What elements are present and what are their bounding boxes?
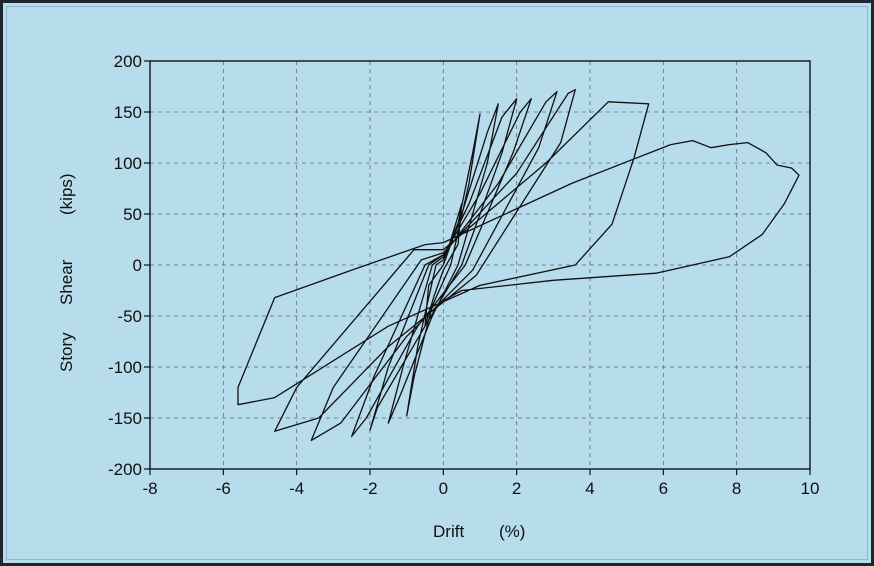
x-tick-label: 4: [585, 479, 594, 498]
hysteresis-curves: [237, 88, 800, 442]
x-tick-label: 10: [801, 479, 820, 498]
y-tick-label: 200: [114, 52, 142, 71]
y-tick-labels: 200 150 100 50 0 -50 -100 -150 -200: [108, 52, 142, 479]
x-tick-label: -8: [142, 479, 157, 498]
y-axis-title-story: Story: [57, 332, 76, 372]
y-tick-label: -200: [108, 460, 142, 479]
y-tick-label: -150: [108, 409, 142, 428]
x-tick-label: 0: [439, 479, 448, 498]
grid-lines: [150, 61, 810, 469]
x-axis-title-drift: Drift: [433, 522, 464, 541]
y-tick-label: 50: [123, 205, 142, 224]
axis-ticks: [144, 60, 811, 475]
y-axis-title-shear: Shear: [57, 259, 76, 305]
x-tick-label: -6: [216, 479, 231, 498]
y-tick-label: 150: [114, 103, 142, 122]
y-axis-title-unit: (kips): [57, 173, 76, 215]
x-tick-label: 2: [512, 479, 521, 498]
y-tick-label: 100: [114, 154, 142, 173]
x-tick-label: 6: [659, 479, 668, 498]
x-tick-label: -2: [362, 479, 377, 498]
x-axis-title-unit: (%): [499, 522, 525, 541]
y-tick-label: 0: [133, 256, 142, 275]
hysteresis-series-line: [237, 88, 800, 442]
x-tick-label: 8: [732, 479, 741, 498]
y-tick-label: -100: [108, 358, 142, 377]
y-tick-label: -50: [117, 307, 142, 326]
chart-frame-inner-border: [6, 6, 868, 560]
x-tick-labels: -8 -6 -4 -2 0 2 4 6 8 10: [142, 479, 819, 498]
x-tick-label: -4: [289, 479, 304, 498]
